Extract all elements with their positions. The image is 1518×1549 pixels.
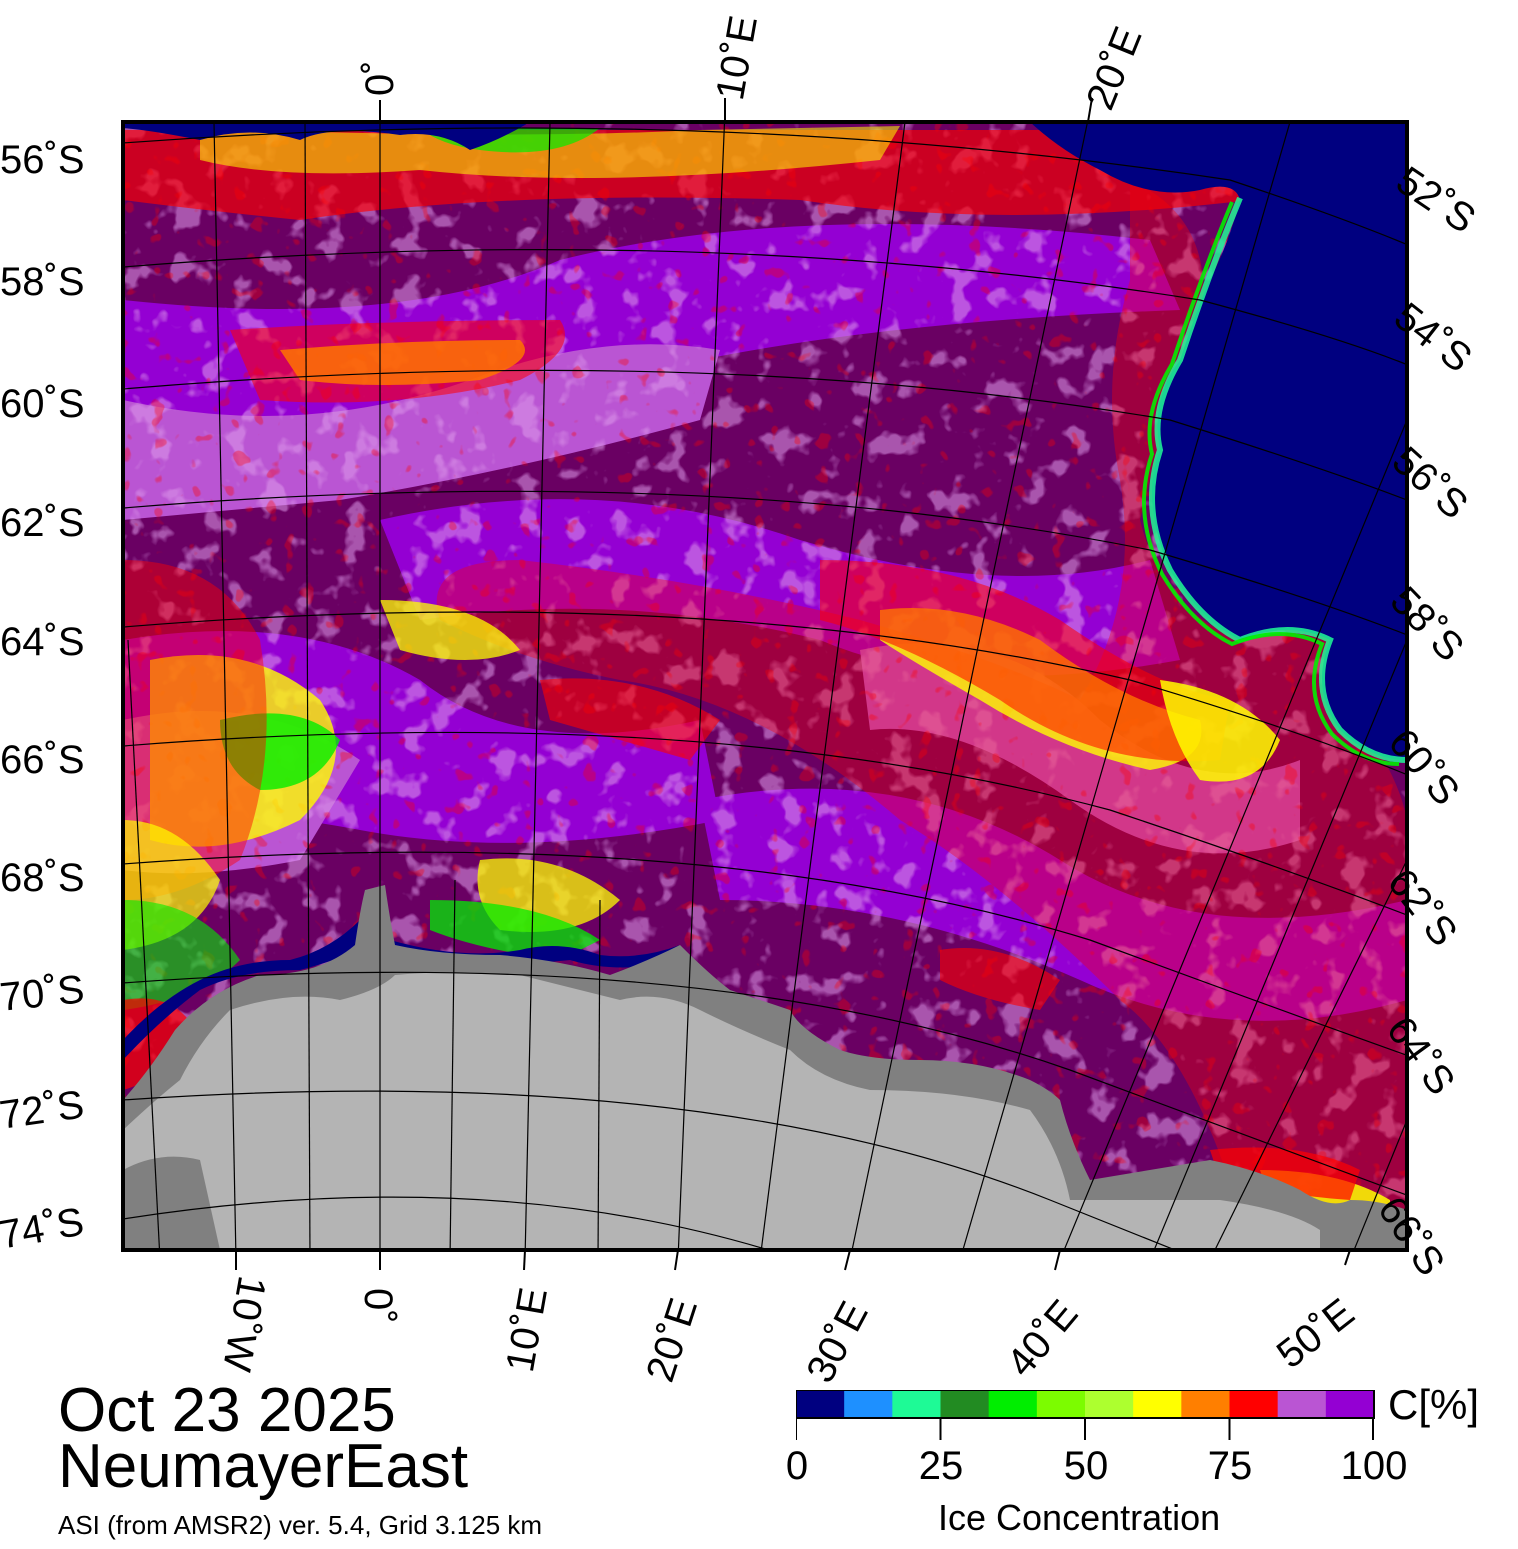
coastal-polynya bbox=[123, 920, 380, 1060]
lat-label-64s: 64˚S bbox=[0, 620, 85, 664]
region-title: NeumayerEast bbox=[58, 1432, 469, 1501]
lat-label-68s: 68˚S bbox=[0, 856, 85, 900]
lat-label-58s: 58˚S bbox=[0, 260, 85, 304]
lat-label-66s: 66˚S bbox=[0, 738, 85, 782]
colorbar-swatch bbox=[844, 1390, 893, 1418]
colorbar-swatch bbox=[1181, 1390, 1230, 1418]
colorbar-swatch bbox=[988, 1390, 1038, 1418]
lat-label-56s: 56˚S bbox=[0, 138, 85, 182]
colorbar-swatch bbox=[796, 1390, 845, 1418]
colorbar-unit: C[%] bbox=[1388, 1381, 1480, 1428]
colorbar-tick-50: 50 bbox=[1063, 1444, 1109, 1488]
colorbar-swatch bbox=[1036, 1390, 1086, 1418]
axis-ticks bbox=[235, 97, 1351, 1271]
map-field bbox=[123, 122, 1407, 1250]
lat-label-60s: 60˚S bbox=[0, 382, 85, 426]
antarctic-land bbox=[123, 972, 1320, 1250]
colorbar-tick-75: 75 bbox=[1207, 1444, 1253, 1488]
graticule bbox=[123, 122, 1407, 1250]
lon-label-bottom-0: 0˚ bbox=[356, 1288, 400, 1324]
colorbar bbox=[796, 1390, 1375, 1440]
lat-label-62s: 62˚S bbox=[0, 501, 85, 545]
colorbar-swatch bbox=[940, 1390, 990, 1418]
colorbar-tick-0: 0 bbox=[785, 1444, 809, 1488]
lon-label-top-0: 0˚ bbox=[358, 60, 402, 96]
colorbar-swatch bbox=[1133, 1390, 1182, 1418]
colorbar-swatch bbox=[1325, 1390, 1375, 1418]
colorbar-tick-25: 25 bbox=[918, 1444, 964, 1488]
colorbar-swatch bbox=[1229, 1390, 1279, 1418]
colorbar-tick-100: 100 bbox=[1340, 1444, 1408, 1488]
date-title: Oct 23 2025 bbox=[58, 1376, 396, 1445]
colorbar-swatch bbox=[1085, 1390, 1134, 1418]
map-frame bbox=[121, 120, 1409, 1252]
colorbar-swatch bbox=[892, 1390, 941, 1418]
colorbar-swatch bbox=[1277, 1390, 1327, 1418]
colorbar-title: Ice Concentration bbox=[938, 1497, 1221, 1538]
source-line: ASI (from AMSR2) ver. 5.4, Grid 3.125 km bbox=[58, 1510, 543, 1540]
lat-label-70s: 70˚S bbox=[0, 967, 87, 1020]
